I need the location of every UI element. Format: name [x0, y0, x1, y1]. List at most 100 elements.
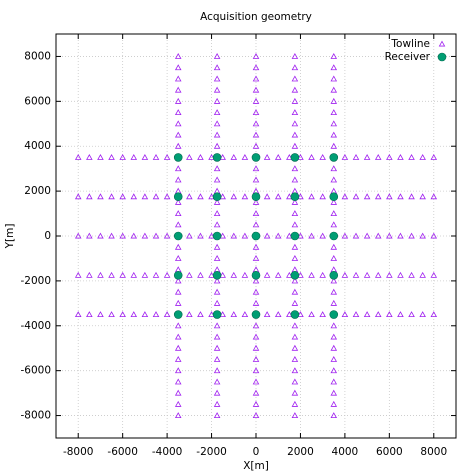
x-tick-label: 2000 — [287, 446, 314, 458]
towline-point — [174, 176, 182, 183]
towline-point — [230, 154, 238, 160]
towline-point — [291, 243, 299, 250]
towline-point — [291, 142, 299, 149]
towline-point — [174, 288, 182, 295]
towline-point — [291, 86, 299, 93]
towline-point — [330, 64, 338, 71]
towline-point — [291, 109, 299, 116]
towline-point — [291, 277, 299, 284]
towline-point — [319, 154, 326, 160]
towline-point — [213, 333, 221, 340]
towline-point — [197, 311, 204, 318]
towline-point — [252, 356, 260, 362]
towline-point — [174, 53, 182, 59]
y-tick-label: 2000 — [24, 185, 51, 197]
towline-point — [397, 154, 404, 160]
towline-point — [230, 271, 238, 278]
towline-point — [74, 311, 82, 318]
towline-point — [186, 271, 193, 278]
receiver-point — [251, 231, 261, 241]
receiver-point — [329, 270, 339, 280]
towline-point — [374, 154, 382, 160]
towline-point — [252, 176, 260, 183]
towline-point — [291, 176, 299, 183]
towline-point — [97, 193, 104, 200]
towline-point — [308, 154, 315, 160]
towline-point — [274, 193, 282, 200]
receiver-point — [290, 192, 300, 202]
towline-point — [291, 344, 299, 351]
towline-point — [330, 277, 338, 284]
x-tick-label: -8000 — [63, 446, 94, 458]
towline-point — [397, 193, 404, 200]
y-tick-label: -8000 — [20, 410, 51, 422]
towline-point — [252, 344, 260, 351]
towline-point — [430, 271, 438, 278]
x-tick-label: 4000 — [332, 446, 359, 458]
towline-point — [330, 367, 338, 374]
towline-point — [119, 232, 126, 239]
towline-point — [186, 154, 193, 160]
towline-point — [119, 271, 126, 278]
receiver-point — [212, 153, 222, 162]
towline-point — [152, 154, 160, 160]
towline-point — [213, 277, 221, 284]
towline-point — [430, 311, 438, 318]
towline-point — [252, 109, 260, 116]
towline-point — [86, 232, 93, 239]
towline-point — [386, 154, 393, 160]
towline-point — [363, 271, 371, 278]
towline-point — [213, 400, 221, 407]
towline-point — [74, 154, 82, 160]
towline-point — [152, 193, 160, 200]
towline-point — [213, 299, 221, 306]
towline-point — [163, 311, 171, 318]
towline-point — [174, 322, 182, 329]
x-axis-label: X[m] — [243, 460, 269, 472]
towline-point — [174, 131, 182, 138]
towline-point — [213, 86, 221, 93]
towline-point — [108, 154, 115, 160]
receiver-point — [329, 310, 339, 319]
towline-point — [241, 311, 249, 318]
towline-point — [174, 243, 182, 250]
towline-point — [386, 193, 393, 200]
towline-point — [130, 193, 138, 200]
towline-point — [330, 288, 338, 295]
towline-point — [197, 154, 204, 160]
towline-point — [352, 193, 360, 200]
towline-point — [319, 311, 326, 318]
towline-point — [291, 131, 299, 138]
towline-point — [291, 367, 299, 374]
towline-point — [341, 311, 349, 318]
towline-point — [174, 64, 182, 71]
towline-point — [119, 193, 126, 200]
towline-point — [252, 322, 260, 329]
towline-point — [213, 120, 221, 127]
towline-point — [152, 311, 160, 318]
y-tick-label: 6000 — [24, 95, 51, 107]
towline-point — [419, 193, 426, 200]
towline-point — [330, 210, 338, 217]
towline-point — [130, 154, 138, 160]
towline-point — [430, 154, 438, 160]
towline-point — [174, 277, 182, 284]
towline-point — [174, 109, 182, 116]
towline-point — [174, 356, 182, 362]
towline-point — [252, 97, 260, 104]
towline-point — [97, 271, 104, 278]
towline-point — [291, 356, 299, 362]
chart-title: Acquisition geometry — [200, 11, 312, 23]
towline-point — [252, 120, 260, 127]
towline-point — [330, 378, 338, 385]
towline-point — [263, 271, 271, 278]
y-tick-label: -6000 — [20, 365, 51, 377]
towline-point — [213, 210, 221, 217]
towline-point — [363, 193, 371, 200]
towline-point — [252, 142, 260, 149]
towline-point — [163, 154, 171, 160]
towline-point — [341, 232, 349, 239]
towline-point — [341, 193, 349, 200]
towline-point — [291, 333, 299, 340]
